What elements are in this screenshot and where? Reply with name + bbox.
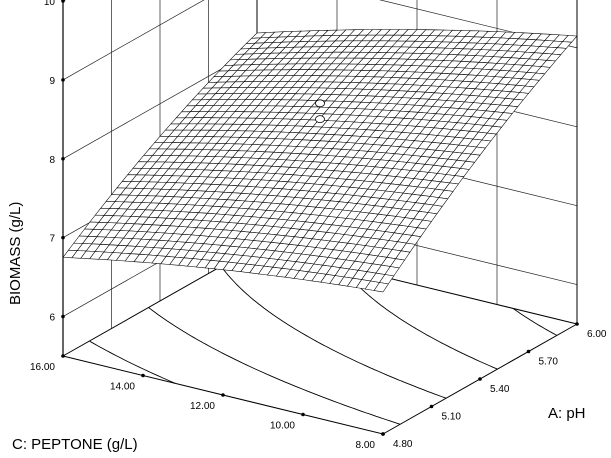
x-tick-label: 5.10 [442,412,462,423]
design-point [315,99,325,108]
contour-line [89,340,176,384]
x-tick-mark [429,404,434,409]
x-axis-title: A: pH [548,405,586,422]
z-tick-label: 7 [49,234,55,245]
z-tick-label: 8 [49,155,55,166]
x-tick-label: 6.00 [587,329,607,340]
design-point [315,115,325,124]
z-tick-mark [61,0,65,3]
y-tick-label: 14.00 [110,382,135,393]
y-tick-mark [301,412,305,417]
y-tick-label: 12.00 [190,401,215,412]
z-tick-mark [61,156,65,161]
x-tick-label: 4.80 [393,439,413,450]
z-tick-label: 9 [49,76,55,87]
design-points [315,99,325,124]
y-axis-title: C: PEPTONE (g/L) [12,436,138,453]
y-tick-mark [61,354,65,358]
y-tick-label: 8.00 [356,440,376,451]
z-tick-label: 6 [49,313,55,324]
z-tick-label: 10 [44,0,56,8]
y-tick-mark [141,373,145,378]
x-tick-mark [526,349,531,354]
contour-line [148,307,401,425]
y-tick-mark [381,432,385,436]
y-tick-mark [221,393,225,397]
x-tick-mark [575,322,579,326]
floor-contours [89,266,558,425]
contour-line [220,266,447,399]
z-axis-title: BIOMASS (g/L) [7,202,24,305]
surface-cell [373,282,389,293]
x-tick-label: 5.40 [490,384,510,395]
z-tick-mark [61,235,65,240]
x-tick-label: 5.70 [539,357,559,368]
x-tick-mark [478,377,482,381]
z-tick-mark [61,314,65,319]
z-tick-mark [61,78,65,82]
y-tick-label: 10.00 [270,421,295,432]
y-tick-label: 16.00 [30,362,55,373]
surface-mesh [62,29,578,293]
contour-line [512,308,558,336]
axis-ticks: 6 7 8 9 10 4.80 5.10 5.40 5.70 6.00 8.00 10.00 12.00… [30,0,607,451]
